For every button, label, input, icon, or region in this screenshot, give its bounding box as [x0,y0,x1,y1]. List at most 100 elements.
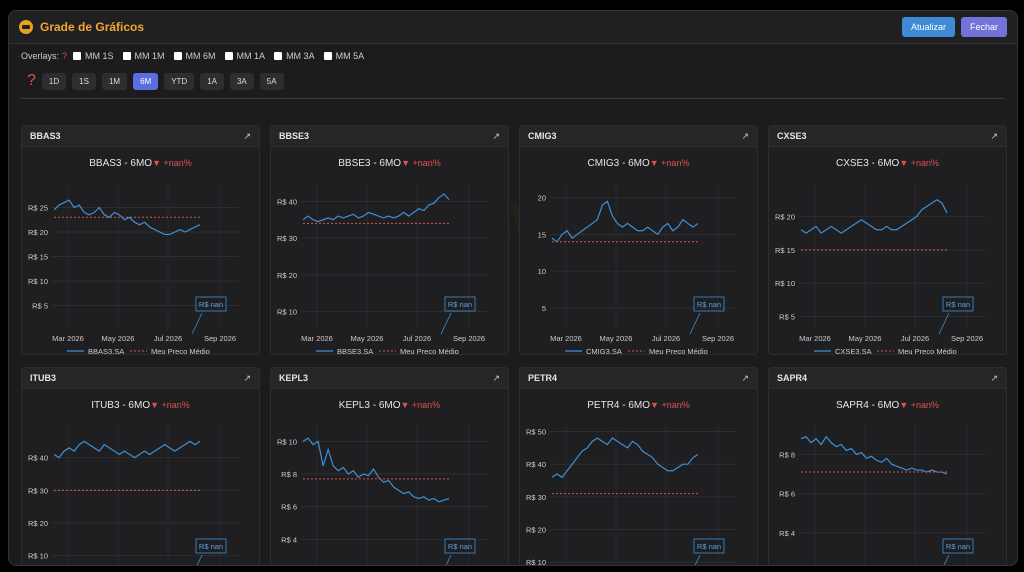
expand-icon[interactable]: ↗ [243,130,251,141]
overlay-checkbox-mm-1a[interactable]: MM 1A [224,50,266,61]
nan-annotation-text: R$ nan [448,300,472,309]
nan-annotation-box [942,296,974,312]
range-button-1a[interactable]: 1A [200,72,224,90]
chart-plot: BBSE3 - 6MO▼ +nan% R$ 10 R$ 20 R$ 30 R$ 40 Ma… [277,158,488,354]
x-tick-label: May 2026 [849,334,882,343]
chart-plot: BBAS3 - 6MO▼ +nan% R$ 5 R$ 10 R$ 15 R$ 20 R$ … [28,158,239,354]
range-button-ytd[interactable]: YTD [164,72,195,90]
chart-title-text: PETR4 - 6MO [587,400,650,411]
nan-annotation-text: R$ nan [946,300,970,309]
chart-title: CXSE3 - 6MO▼ +nan% [836,158,939,169]
window-title: Grade de Gráficos [40,20,145,34]
overlay-checkbox-mm-5a[interactable]: MM 5A [323,51,364,61]
nan-annotation-box [444,538,476,554]
chart-plot: CXSE3 - 6MO▼ +nan% R$ 5 R$ 10 R$ 15 R$ 20 Mar… [775,158,986,354]
chart-card-cxse3: CXSE3 ↗ CXSE3 - 6MO▼ +nan% R$ 5 R$ 10 R$ 15 R$… [768,125,1007,355]
chart-card-bbas3: BBAS3 ↗ BBAS3 - 6MO▼ +nan% R$ 5 R$ 10 R$ 15 R$… [21,125,260,355]
y-tick-label: R$ 20 [775,212,795,221]
y-tick-label: 5 [542,304,546,313]
chart-card-kepl3: KEPL3↗ KEPL3 - 6MO▼ +nan%R$ 2R$ 4R$ 6R$ 8… [270,367,509,565]
range-button-1s[interactable]: 1S [72,72,96,90]
annotation-connector [938,312,950,335]
checkbox-box[interactable] [224,51,233,60]
expand-icon[interactable]: ↗ [741,372,749,383]
overlay-checkbox-mm-1m[interactable]: MM 1M [122,51,165,61]
y-tick-label: R$ 30 [526,493,546,502]
overlay-label: MM 3A [286,50,315,61]
change-indicator: ▼ +nan% [650,158,690,168]
overlay-checkbox-mm-3a[interactable]: MM 3A [274,51,315,61]
expand-icon[interactable]: ↗ [741,130,749,141]
chart-title: BBAS3 - 6MO▼ +nan% [89,158,192,169]
price-series-line [800,435,948,475]
checkbox-box[interactable] [323,51,332,60]
range-button-5a[interactable]: 5A [259,72,284,90]
overlays-label: Overlays: [21,51,60,61]
annotation-connector [445,554,452,565]
price-series-line [53,440,201,459]
close-button[interactable]: Fechar [960,17,1007,37]
y-tick-label: R$ 15 [28,253,48,262]
chart-title: SAPR4 - 6MO▼ +nan% [836,400,939,411]
expand-icon[interactable]: ↗ [990,372,998,383]
chart-plot: SAPR4 - 6MO▼ +nan%R$ 2R$ 4R$ 6R$ 8Mar 20… [779,400,986,565]
chart-plot: KEPL3 - 6MO▼ +nan%R$ 2R$ 4R$ 6R$ 8R$ 10M… [277,400,488,565]
y-tick-label: R$ 20 [277,271,297,280]
x-tick-label: Mar 2026 [301,334,333,343]
range-button-6m[interactable]: 6M [133,72,159,90]
x-tick-label: Jul 2026 [901,334,929,343]
range-button-1m[interactable]: 1M [101,72,128,90]
checkbox-box[interactable] [122,51,131,60]
checkbox-box[interactable] [173,51,182,60]
chart-card-bbse3: BBSE3 ↗ BBSE3 - 6MO▼ +nan% R$ 10 R$ 20 R$ 30 R… [270,125,509,355]
overlay-label: MM 1A [236,50,266,61]
y-tick-label: R$ 5 [32,302,48,311]
x-tick-label: May 2026 [351,334,384,343]
divider [21,98,1005,99]
nan-annotation-text: R$ nan [199,542,223,551]
y-tick-label: R$ 10 [28,552,48,561]
x-tick-label: Jul 2026 [652,334,680,343]
legend-label-average: Meu Preço Médio [151,347,210,354]
overlay-checkbox-mm-6m[interactable]: MM 6M [173,51,216,61]
chart-plot: PETR4 - 6MO▼ +nan% R$ 10 R$ 20 R$ 30 R$ 40 R$… [526,400,737,565]
chart-card-header: KEPL3 ↗ [271,368,508,389]
chart-card-sapr4: SAPR4 ↗ SAPR4 - 6MO▼ +nan%R$ 2R$ 4R$ 6R$ 8… [768,367,1007,565]
checkbox-box[interactable] [73,51,82,60]
nan-annotation-text: R$ nan [199,300,223,309]
price-series-line [302,437,450,503]
expand-icon[interactable]: ↗ [990,130,998,141]
expand-icon[interactable]: ↗ [243,372,251,383]
chart-title-text: SAPR4 - 6MO [836,400,900,411]
update-button[interactable]: Atualizar [901,17,955,37]
chart-card-header: BBSE3 ↗ [271,126,508,147]
y-tick-label: R$ 10 [277,308,297,317]
range-button-3a[interactable]: 3A [229,72,254,90]
change-indicator: ▼ +nan% [152,158,192,168]
y-tick-label: R$ 10 [28,277,48,286]
y-tick-label: R$ 40 [526,460,546,469]
range-help-icon[interactable]: ? [27,72,36,89]
chart-card-itub3: ITUB3 ↗ ITUB3 - 6MO▼ +nan% R$ 10 R$ 20 R$ 30 R… [21,367,260,565]
legend-label-price: BBAS3.SA [88,347,124,354]
x-tick-label: Jul 2026 [403,334,431,343]
overlay-checkbox-mm-1s[interactable]: MM 1S [73,51,114,61]
annotation-connector [689,312,701,335]
checkbox-box[interactable] [274,51,283,60]
y-tick-label: R$ 20 [28,519,48,528]
nan-annotation-box [942,538,974,554]
y-tick-label: R$ 6 [281,503,297,512]
title-bar: Grade de Gráficos Atualizar Fechar [9,11,1017,44]
expand-icon[interactable]: ↗ [492,130,500,141]
x-tick-label: Mar 2026 [799,334,831,343]
y-tick-label: R$ 25 [28,204,48,213]
chart-title-text: BBAS3 - 6MO [89,158,152,169]
price-series-line [551,437,699,479]
chart-card-title: ITUB3 [30,373,57,383]
chart-card-header: CMIG3 ↗ [520,126,757,147]
chart-card-title: SAPR4 [777,373,808,383]
y-tick-label: 10 [538,267,546,276]
range-button-1d[interactable]: 1D [41,72,67,90]
overlays-help-icon[interactable]: ? [62,51,68,61]
expand-icon[interactable]: ↗ [492,372,500,383]
